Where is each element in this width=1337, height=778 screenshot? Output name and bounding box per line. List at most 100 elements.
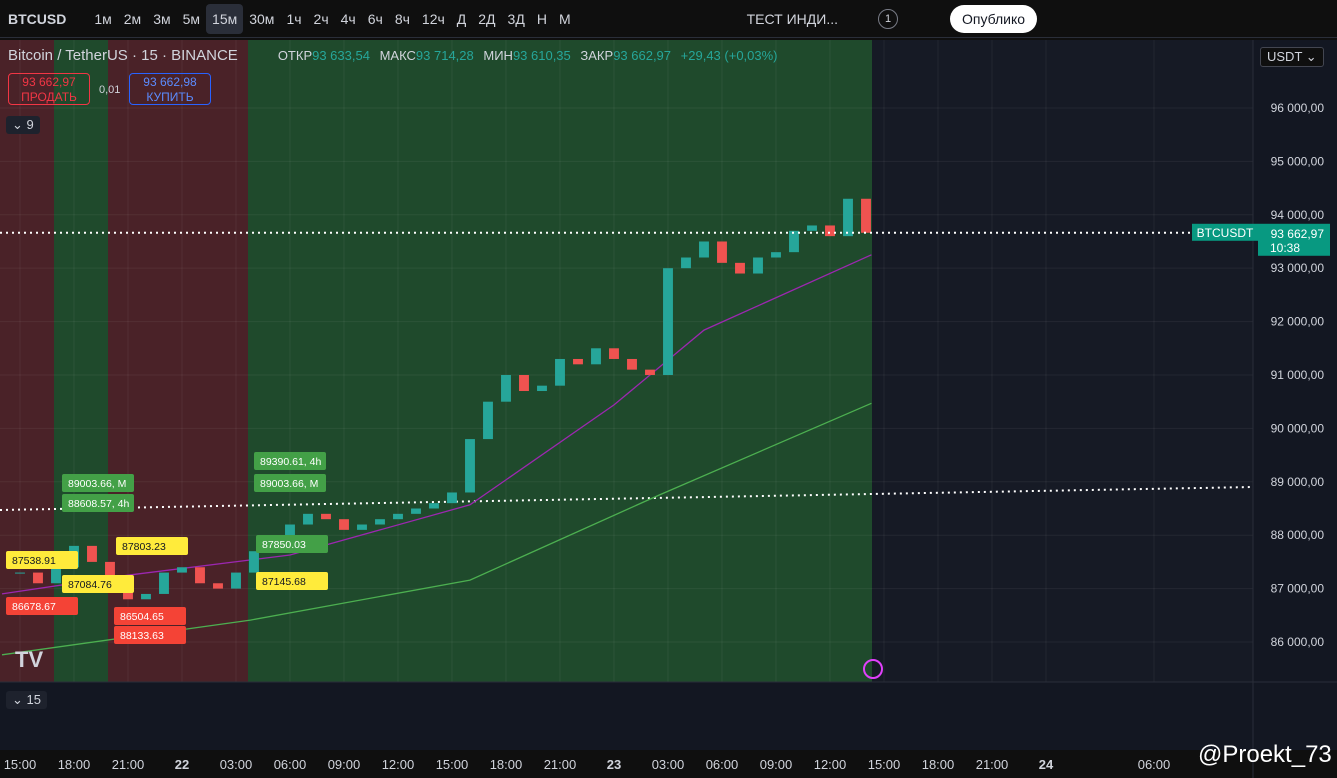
candle <box>393 513 403 520</box>
y-tick-label: 89 000,00 <box>1271 475 1325 489</box>
annotation: 89390.61, 4h <box>260 456 321 468</box>
annotation: 86678.67 <box>12 601 56 613</box>
x-tick-label: 18:00 <box>58 757 91 772</box>
y-tick-label: 92 000,00 <box>1271 315 1325 329</box>
timeframe-button[interactable]: 6ч <box>367 10 383 27</box>
countdown: 10:38 <box>1270 241 1300 255</box>
timeframe-button[interactable]: 12ч <box>421 10 445 27</box>
annotation-box <box>6 597 78 615</box>
x-tick-label: 21:00 <box>544 757 577 772</box>
y-tick-label: 86 000,00 <box>1271 635 1325 649</box>
y-tick-label: 93 000,00 <box>1271 261 1325 275</box>
panel-toggle[interactable]: ⌄ 15 <box>6 691 47 709</box>
annotation: 86504.65 <box>120 611 164 623</box>
candle <box>609 348 619 359</box>
timeframe-button[interactable]: 3Д <box>507 10 525 27</box>
candle <box>699 241 709 258</box>
candle <box>87 545 97 562</box>
annotation: 89003.66, M <box>260 478 318 490</box>
annotation-box <box>116 537 188 555</box>
candle <box>753 257 763 274</box>
candle <box>519 374 529 392</box>
candle <box>429 503 439 509</box>
candle <box>573 358 583 365</box>
ohlc-label: МИН <box>483 48 513 63</box>
x-tick-label: 12:00 <box>814 757 847 772</box>
toolbar: BTCUSD 1м 2м 3м 5м 15м 30м 1ч 2ч 4ч 6ч 8ч 12ч Д 2Д 3Д Н… <box>0 0 1337 38</box>
timeframe-button[interactable]: 1ч <box>286 10 302 27</box>
timeframes: 1м 2м 3м 5м 15м 30м 1ч 2ч 4ч 6ч 8ч 12ч Д 2Д 3Д Н М <box>88 3 576 34</box>
timeframe-button[interactable]: 4ч <box>340 10 356 27</box>
timeframe-button[interactable]: 2Д <box>478 10 496 27</box>
sell-label: ПРОДАТЬ <box>21 90 77 104</box>
timeframe-button[interactable]: 8ч <box>394 10 410 27</box>
alert-icon[interactable] <box>863 659 883 679</box>
x-tick-label: 24 <box>1039 757 1054 772</box>
sell-price: 93 662,97 <box>22 75 76 89</box>
annotation: 87850.03 <box>262 539 306 551</box>
annotation: 87538.91 <box>12 555 56 567</box>
ohlc-label: ЗАКР <box>580 48 614 63</box>
symbol-tag-label: BTCUSDT <box>1197 226 1254 240</box>
candle <box>249 551 259 573</box>
timeframe-button[interactable]: 1м <box>94 10 112 27</box>
x-tick-label: 03:00 <box>652 757 685 772</box>
timeframe-button[interactable]: Д <box>456 10 467 27</box>
candle <box>591 348 601 365</box>
ohlc-change: +29,43 (+0,03%) <box>680 48 778 63</box>
candle <box>537 385 547 392</box>
candle <box>231 572 241 589</box>
x-tick-label: 22 <box>175 757 189 772</box>
x-tick-label: 09:00 <box>760 757 793 772</box>
ohlc-value: 93 662,97 <box>613 48 672 63</box>
annotation-box <box>254 474 326 492</box>
symbol-tag <box>1192 223 1258 241</box>
x-tick-label: 12:00 <box>382 757 415 772</box>
candle <box>771 252 781 258</box>
price-tag <box>1258 223 1330 256</box>
candle <box>303 513 313 525</box>
candle <box>177 567 187 573</box>
candle <box>15 572 25 574</box>
candle <box>807 225 817 231</box>
publish-button[interactable]: Опублико <box>950 4 1038 33</box>
layout-name[interactable]: ТЕСТ ИНДИ... <box>746 10 838 27</box>
x-tick-label: 06:00 <box>1138 757 1171 772</box>
layout-count[interactable]: 1 <box>878 8 898 29</box>
sell-button[interactable]: 93 662,97 ПРОДАТЬ <box>8 73 90 105</box>
annotation-box <box>254 452 326 470</box>
y-tick-label: 88 000,00 <box>1271 528 1325 542</box>
x-tick-label: 21:00 <box>976 757 1009 772</box>
timeframe-button[interactable]: 2м <box>123 10 142 27</box>
candle <box>843 198 853 237</box>
timeframe-button[interactable]: М <box>558 10 571 27</box>
spread: 0,01 <box>99 84 121 96</box>
bottom-panel <box>0 682 1253 750</box>
panel-count: 15 <box>26 692 41 707</box>
buy-label: КУПИТЬ <box>146 90 194 104</box>
symbol-search[interactable]: BTCUSD <box>8 10 67 27</box>
timeframe-button[interactable]: 5м <box>182 10 201 27</box>
candle <box>213 583 223 589</box>
annotation: 87145.68 <box>262 576 306 588</box>
x-tick-label: 15:00 <box>4 757 37 772</box>
y-tick-label: 95 000,00 <box>1271 154 1325 168</box>
indicators-toggle[interactable]: ⌄ 9 <box>6 116 40 134</box>
buy-button[interactable]: 93 662,98 КУПИТЬ <box>129 73 211 105</box>
candle <box>195 567 205 584</box>
annotation-box <box>62 474 134 492</box>
price-axis <box>1253 40 1337 750</box>
timeframe-button[interactable]: 15м <box>206 3 244 34</box>
timeframe-button[interactable]: Н <box>536 10 547 27</box>
session-red <box>0 40 54 682</box>
price-tag-label: 93 662,97 <box>1271 227 1325 241</box>
timeframe-button[interactable]: 2ч <box>313 10 329 27</box>
candle <box>465 439 475 493</box>
currency-select[interactable]: USDT ⌄ <box>1260 47 1324 67</box>
annotation-box <box>256 535 328 553</box>
ohlc-label: ОТКР <box>277 48 313 63</box>
timeframe-button[interactable]: 3м <box>153 10 171 27</box>
candle <box>645 369 655 375</box>
timeframe-button[interactable]: 30м <box>249 10 275 27</box>
x-tick-label: 18:00 <box>922 757 955 772</box>
